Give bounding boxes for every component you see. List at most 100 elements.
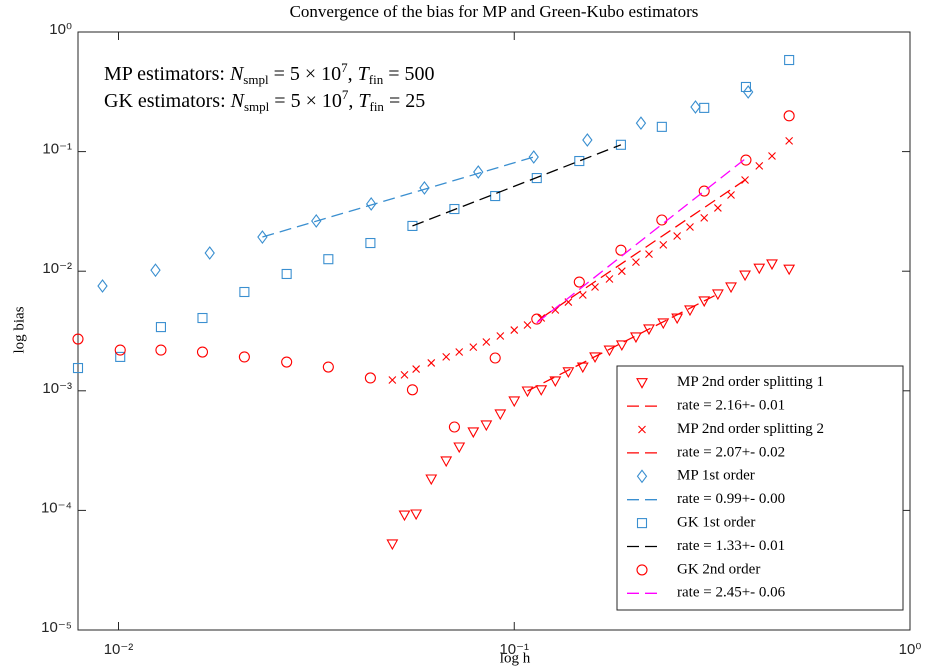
marker-x bbox=[785, 136, 794, 145]
marker-diamond bbox=[97, 279, 108, 293]
marker-triangle bbox=[739, 270, 751, 282]
marker-x bbox=[510, 326, 519, 334]
marker-diamond bbox=[204, 246, 215, 260]
marker-triangle bbox=[698, 296, 711, 308]
marker-circle bbox=[72, 333, 84, 345]
marker-triangle bbox=[535, 385, 548, 396]
annotation-part: MP estimators: bbox=[104, 63, 230, 85]
y-tick-label: 10⁻³ bbox=[42, 380, 72, 397]
x-tick-label: 10⁻¹ bbox=[499, 641, 529, 658]
annotation: GK estimators: Nsmpl = 5 × 107, Tfin = 2… bbox=[104, 87, 425, 114]
marker-circle bbox=[489, 352, 501, 364]
marker-triangle bbox=[684, 305, 696, 317]
x-axis-label: log h bbox=[500, 650, 531, 666]
marker-x bbox=[700, 214, 709, 222]
marker-triangle bbox=[480, 420, 493, 432]
marker-x bbox=[469, 343, 478, 351]
marker-x bbox=[496, 332, 505, 340]
legend-box bbox=[616, 365, 904, 611]
marker-circle bbox=[238, 351, 250, 363]
marker-triangle bbox=[410, 509, 423, 521]
marker-triangle bbox=[386, 539, 399, 551]
marker-x bbox=[673, 232, 682, 240]
marker-circle bbox=[740, 154, 752, 166]
marker-square bbox=[574, 155, 585, 167]
annotation-part: = 5 × 10 bbox=[269, 90, 342, 112]
annotation-part: fin bbox=[369, 99, 384, 114]
marker-circle bbox=[573, 276, 585, 288]
marker-diamond bbox=[690, 100, 701, 114]
y-axis-label: log bias bbox=[11, 306, 27, 353]
marker-square bbox=[115, 351, 126, 362]
marker-triangle bbox=[562, 367, 575, 378]
marker-circle bbox=[364, 372, 376, 384]
fit-line bbox=[536, 157, 747, 324]
chart-title: Convergence of the bias for MP and Green… bbox=[290, 2, 699, 21]
marker-x bbox=[400, 370, 409, 379]
marker-circle bbox=[196, 346, 209, 358]
marker-square bbox=[281, 268, 292, 280]
annotation-part: 7 bbox=[341, 60, 348, 75]
marker-triangle bbox=[603, 345, 616, 357]
marker-square bbox=[449, 203, 460, 215]
marker-x bbox=[638, 425, 646, 434]
marker-square bbox=[636, 518, 648, 529]
legend-label: rate = 2.45+- 0.06 bbox=[677, 585, 786, 601]
marker-circle bbox=[636, 564, 648, 576]
marker-x bbox=[768, 152, 776, 160]
fit-line bbox=[540, 179, 746, 319]
marker-triangle bbox=[440, 456, 453, 468]
y-tick-label: 10⁻¹ bbox=[42, 141, 72, 158]
annotation-part: , bbox=[348, 63, 358, 85]
legend-label: rate = 2.16+- 0.01 bbox=[677, 398, 785, 414]
legend-label: rate = 0.99+- 0.00 bbox=[677, 491, 785, 507]
marker-square bbox=[72, 362, 84, 374]
annotation-part: N bbox=[229, 63, 245, 85]
marker-triangle bbox=[425, 474, 438, 486]
marker-circle bbox=[783, 110, 795, 122]
marker-diamond bbox=[528, 150, 539, 164]
annotation-part: T bbox=[358, 90, 371, 112]
marker-x bbox=[617, 267, 626, 276]
legend-label: MP 2nd order splitting 2 bbox=[677, 421, 824, 437]
marker-square bbox=[197, 312, 208, 324]
y-tick-label: 10⁰ bbox=[49, 21, 72, 38]
marker-triangle bbox=[711, 289, 724, 301]
marker-triangle bbox=[508, 396, 521, 408]
marker-square bbox=[323, 254, 334, 265]
marker-circle bbox=[615, 244, 627, 256]
marker-diamond bbox=[311, 214, 322, 228]
marker-triangle bbox=[725, 282, 737, 294]
marker-square bbox=[740, 81, 751, 93]
marker-square bbox=[155, 322, 166, 333]
x-tick-label: 10⁻² bbox=[104, 641, 134, 658]
marker-x bbox=[605, 275, 614, 283]
marker-x bbox=[755, 162, 764, 170]
marker-square bbox=[407, 220, 418, 231]
marker-diamond bbox=[582, 133, 593, 147]
marker-diamond bbox=[473, 165, 484, 179]
legend-label: rate = 1.33+- 0.01 bbox=[677, 538, 785, 554]
marker-circle bbox=[448, 421, 460, 433]
annotation-part: fin bbox=[369, 72, 384, 87]
marker-circle bbox=[322, 361, 334, 373]
marker-triangle bbox=[398, 510, 411, 522]
annotation-part: , bbox=[348, 90, 358, 112]
marker-x bbox=[455, 348, 464, 356]
marker-triangle bbox=[549, 376, 562, 388]
x-tick-label: 10⁰ bbox=[899, 641, 922, 658]
marker-x bbox=[713, 204, 722, 212]
marker-square bbox=[531, 172, 542, 184]
annotation-part: 7 bbox=[342, 87, 349, 102]
legend-label: GK 1st order bbox=[677, 515, 755, 531]
annotation-part: T bbox=[358, 63, 371, 85]
legend-label: GK 2nd order bbox=[677, 561, 760, 577]
annotation-part: smpl bbox=[243, 72, 269, 87]
marker-x bbox=[427, 359, 436, 367]
marker-x bbox=[659, 240, 668, 249]
marker-diamond bbox=[150, 263, 161, 278]
marker-x bbox=[442, 353, 451, 361]
marker-x bbox=[388, 376, 397, 384]
